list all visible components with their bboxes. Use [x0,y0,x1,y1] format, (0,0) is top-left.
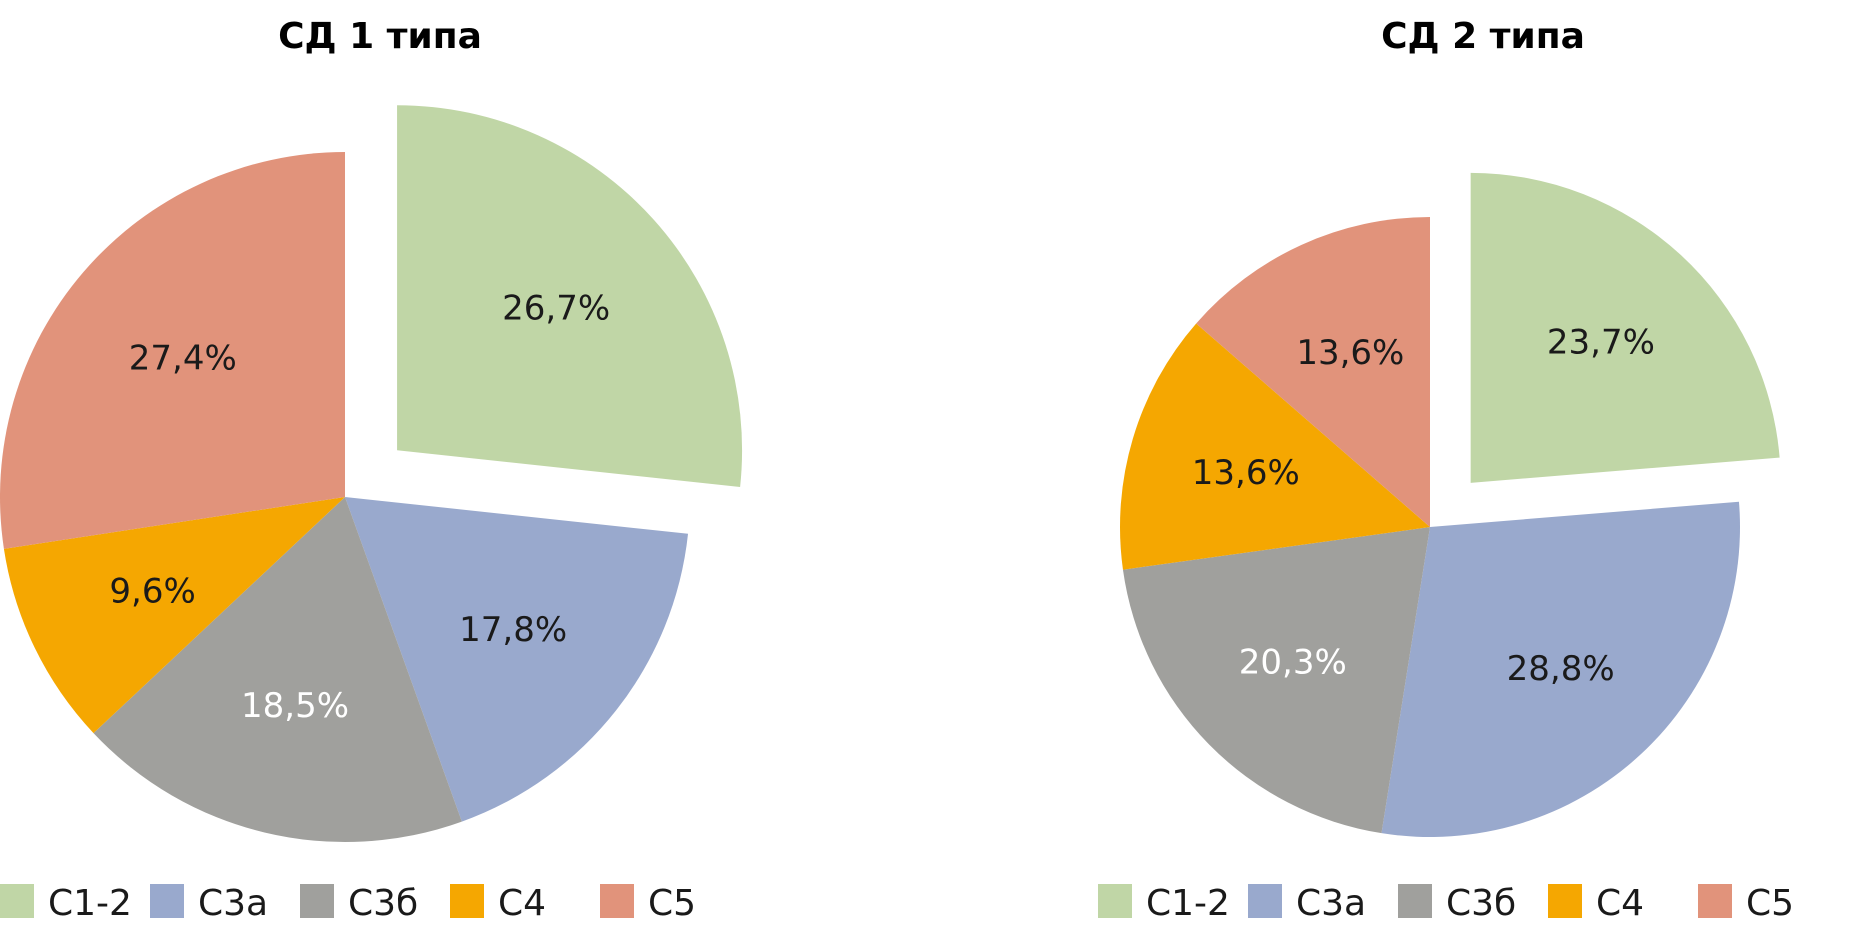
slice-data-label: 27,4% [129,339,237,379]
pie-slice-с3а [345,497,689,822]
legend-label: С4 [498,883,546,924]
legend-item: С3б [300,883,418,924]
pie-chart-type1: СД 1 типа 26,7%17,8%18,5%9,6%27,4% С1-2 С… [0,16,743,924]
legend-label: С1-2 [1146,883,1230,924]
legend-label: С3а [198,883,268,924]
legend-label: С4 [1596,883,1644,924]
slice-data-label: 20,3% [1239,643,1347,683]
pie-chart-type2: СД 2 типа 23,7% 28,8% 20,3% 13,6% 13,6% С1-2… [1098,16,1794,924]
legend-swatch [1398,884,1432,918]
legend-item: С4 [1548,883,1644,924]
legend-item: С5 [600,883,696,924]
pie-slice-с1-2 [397,105,743,487]
pie-slice-с3б [93,497,462,843]
slice-data-label: 13,6% [1296,333,1404,373]
legend-label: С5 [648,883,696,924]
legend-item: С3а [1248,883,1366,924]
pie-slice-с3а [1381,501,1740,837]
pie-slice-с5 [1196,217,1430,527]
slice-data-label: 17,8% [459,610,567,650]
legend-swatch [1698,884,1732,918]
legend-swatch [150,884,184,918]
legend-label: С5 [1746,883,1794,924]
slice-data-label: 13,6% [1192,453,1300,493]
pie-slice-labels: 23,7% 28,8% 20,3% 13,6% 13,6% [1192,323,1655,689]
pie-slice-с1-2 [1470,172,1780,483]
slice-data-label: 18,5% [241,686,349,726]
slice-data-label: 9,6% [109,571,195,611]
legend-swatch [1098,884,1132,918]
legend: С1-2 С3а С3б С4 С5 [1098,883,1794,924]
legend: С1-2 С3а С3б С4 С5 [0,883,696,924]
legend-item: С1-2 [1098,883,1230,924]
slice-data-label: 28,8% [1507,649,1615,689]
slice-data-label: 23,7% [1547,323,1655,363]
pie-slice-labels: 26,7% 17,8% 18,5% 9,6% 27,4% [109,288,610,726]
legend-swatch [600,884,634,918]
slice-data-label: 26,7% [502,288,610,328]
pie-slice-с5 [0,152,345,549]
pie-slice-с3б [1122,527,1430,834]
legend-item: С5 [1698,883,1794,924]
pie-slice-с4 [3,497,345,734]
legend-item: С1-2 [0,883,132,924]
legend-label: С3а [1296,883,1366,924]
legend-swatch [1548,884,1582,918]
chart-title: СД 2 типа [1381,16,1585,57]
legend-item: С3а [150,883,268,924]
legend-item: С4 [450,883,546,924]
legend-swatch [450,884,484,918]
legend-swatch [0,884,34,918]
legend-label: С3б [1446,883,1516,924]
legend-item: С3б [1398,883,1516,924]
pie-slices [0,105,743,843]
legend-swatch [300,884,334,918]
legend-label: С1-2 [48,883,132,924]
pie-slices [1119,172,1780,837]
legend-label: С3б [348,883,418,924]
pie-slice-с4 [1119,323,1430,570]
legend-swatch [1248,884,1282,918]
chart-title: СД 1 типа [278,16,482,57]
